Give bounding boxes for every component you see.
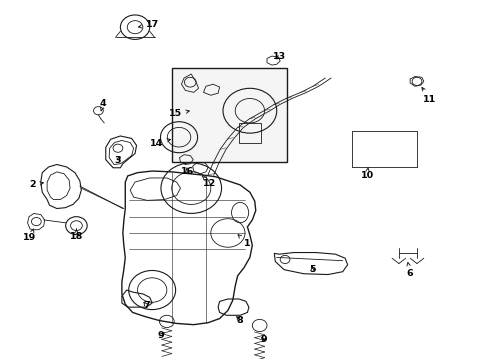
Text: 15: 15 [169,109,189,118]
Text: 13: 13 [272,53,286,62]
Text: 2: 2 [29,180,44,189]
Text: 16: 16 [181,167,194,176]
Text: 4: 4 [100,99,107,111]
Text: 14: 14 [149,139,171,148]
Text: 8: 8 [237,316,244,325]
Text: 10: 10 [361,168,374,180]
Text: 9: 9 [158,331,164,340]
Text: 6: 6 [407,262,414,278]
Text: 18: 18 [70,229,83,241]
Text: 1: 1 [238,235,251,248]
Text: 3: 3 [115,156,121,165]
Text: 19: 19 [24,229,37,242]
FancyBboxPatch shape [172,68,287,162]
Text: 7: 7 [143,301,149,310]
Text: 9: 9 [260,335,267,344]
Text: 11: 11 [422,87,436,104]
Text: 5: 5 [309,265,316,274]
Text: 12: 12 [202,176,217,188]
Text: 17: 17 [139,20,159,29]
